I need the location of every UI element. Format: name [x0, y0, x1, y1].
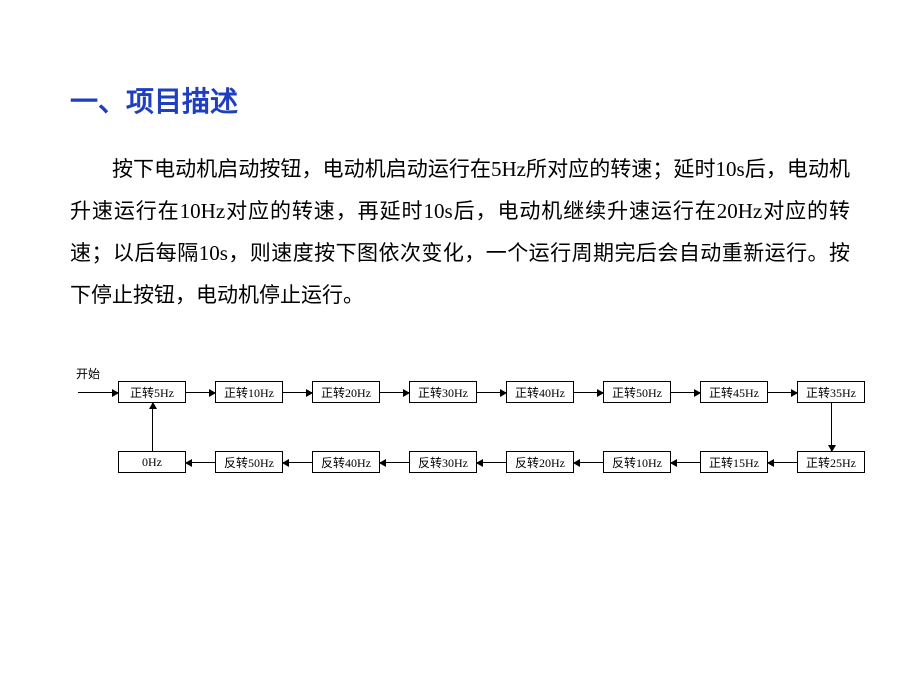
flow-arrow — [380, 462, 409, 463]
flow-arrow — [671, 462, 700, 463]
flow-arrow — [574, 462, 603, 463]
flow-start-label: 开始 — [76, 365, 100, 382]
flow-node: 反转20Hz — [506, 451, 574, 473]
flow-node: 正转5Hz — [118, 381, 186, 403]
flow-node: 反转40Hz — [312, 451, 380, 473]
flow-node: 正转20Hz — [312, 381, 380, 403]
flow-arrow — [283, 462, 312, 463]
flow-arrow — [671, 392, 700, 393]
page: 一、项目描述 按下电动机启动按钮，电动机启动运行在5Hz所对应的转速；延时10s… — [0, 0, 920, 690]
flow-arrow — [768, 462, 797, 463]
flow-node: 反转30Hz — [409, 451, 477, 473]
flow-node: 0Hz — [118, 451, 186, 473]
flow-arrow — [831, 403, 832, 451]
flow-node: 正转15Hz — [700, 451, 768, 473]
flow-node: 正转30Hz — [409, 381, 477, 403]
flow-node: 正转35Hz — [797, 381, 865, 403]
flow-arrow — [574, 392, 603, 393]
flow-arrow — [380, 392, 409, 393]
description-paragraph: 按下电动机启动按钮，电动机启动运行在5Hz所对应的转速；延时10s后，电动机升速… — [70, 148, 850, 316]
flow-node: 正转40Hz — [506, 381, 574, 403]
flow-arrow — [768, 392, 797, 393]
flow-arrow — [477, 392, 506, 393]
flow-node: 正转45Hz — [700, 381, 768, 403]
section-title: 一、项目描述 — [70, 80, 850, 120]
flow-arrow — [152, 403, 153, 451]
flowchart-diagram: 开始正转5Hz 正转10Hz 正转20Hz 正转30Hz 正转40Hz 正转50Hz 正转4… — [70, 356, 870, 516]
flow-node: 反转50Hz — [215, 451, 283, 473]
flow-arrow — [186, 462, 215, 463]
flow-arrow — [78, 392, 118, 393]
flow-arrow — [477, 462, 506, 463]
flow-node: 正转10Hz — [215, 381, 283, 403]
flow-node: 正转50Hz — [603, 381, 671, 403]
flow-arrow — [283, 392, 312, 393]
flow-node: 正转25Hz — [797, 451, 865, 473]
flow-arrow — [186, 392, 215, 393]
flow-node: 反转10Hz — [603, 451, 671, 473]
